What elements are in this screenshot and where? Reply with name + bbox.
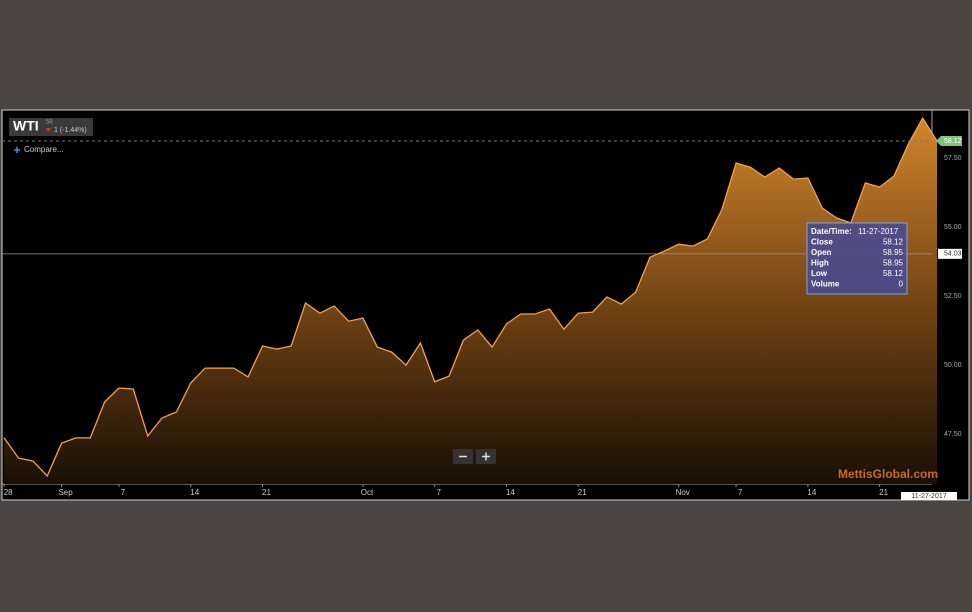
x-tick-label: 7 — [121, 488, 126, 497]
x-tick-label: 14 — [190, 488, 199, 497]
tooltip — [806, 222, 908, 295]
tooltip-value: 11-27-2017 — [858, 227, 899, 236]
tooltip-label: Date/Time: — [811, 227, 852, 236]
crosshair-date: 11-27-2017 — [911, 493, 946, 500]
tooltip-value: 58.95 — [883, 248, 904, 257]
symbol: WTI — [13, 118, 39, 134]
line — [3, 116, 938, 478]
change: 1 (-1.44%) — [54, 127, 87, 134]
symbol-box — [9, 118, 93, 136]
x-tick-label: 28 — [4, 488, 13, 497]
tooltip-value: 58.12 — [883, 238, 904, 247]
y-tick-label: 55.00 — [944, 224, 962, 231]
crosshair-tag — [938, 248, 962, 259]
tooltip-label: Volume — [811, 280, 840, 289]
y-tick-label: 52.50 — [944, 293, 962, 300]
tooltip-label: Open — [811, 248, 832, 257]
tooltip-label: High — [811, 259, 829, 268]
x-tick-label: 7 — [436, 488, 441, 497]
y-tick-label: 50.00 — [944, 362, 962, 369]
x-tick-label: 21 — [879, 488, 888, 497]
tooltip-value: 58.12 — [883, 269, 904, 278]
x-tick-label: 21 — [262, 488, 271, 497]
x-tick-label: Oct — [361, 488, 374, 497]
compare[interactable]: Compare... — [24, 145, 64, 154]
last-price-label: 58.12 — [944, 138, 962, 145]
symbol-note: 58 — [46, 120, 53, 126]
x-tick-label: 14 — [807, 488, 816, 497]
x-tick-label: 21 — [578, 488, 587, 497]
last-price-tag — [936, 135, 962, 146]
x-tick-label: Sep — [58, 488, 73, 497]
crosshair-date-tag — [901, 492, 957, 500]
tooltip-value: 0 — [899, 280, 904, 289]
tooltip-value: 58.95 — [883, 259, 904, 268]
x-tick-label: Nov — [676, 488, 690, 497]
y-tick-label: 57.50 — [944, 155, 962, 162]
crosshair-value: 54.03 — [944, 251, 962, 258]
down-arrow — [46, 128, 51, 132]
zoom-in-icon — [482, 452, 490, 461]
x-tick-label: 7 — [738, 488, 743, 497]
tooltip-label: Close — [811, 238, 833, 247]
area — [4, 118, 937, 484]
tooltip-label: Low — [811, 269, 828, 278]
watermark: MettisGlobal.com — [838, 467, 938, 481]
compare-icon — [14, 147, 20, 153]
y-tick-label: 47.50 — [944, 431, 962, 438]
x-tick-label: 14 — [506, 488, 515, 497]
